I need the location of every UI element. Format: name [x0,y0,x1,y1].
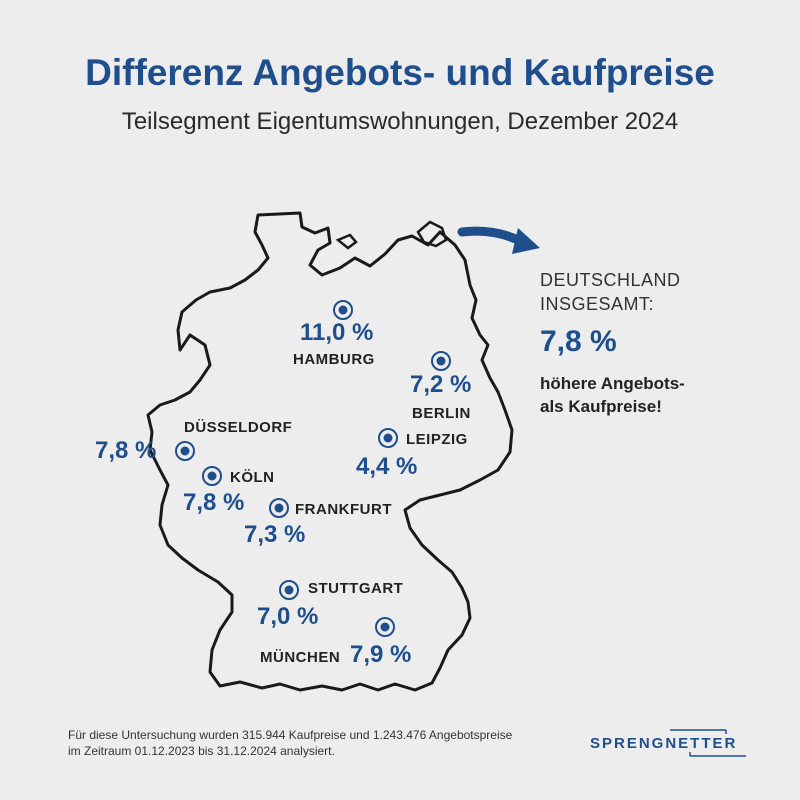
footnote-line2: im Zeitraum 01.12.2023 bis 31.12.2024 an… [68,744,335,758]
value-berlin: 7,2 % [410,371,471,398]
marker-leipzig[interactable] [378,428,398,448]
germany-outline [146,211,514,692]
summary-text-line2: als Kaufpreise! [540,397,662,416]
value-duesseldorf: 7,8 % [95,437,156,464]
label-hamburg: HAMBURG [293,351,375,368]
marker-muenchen[interactable] [375,617,395,637]
label-muenchen: MÜNCHEN [260,649,340,666]
value-leipzig: 4,4 % [356,453,417,480]
logo-text: SPRENGNETTER [590,735,738,752]
summary-text-line1: höhere Angebots- [540,374,685,393]
summary-label: DEUTSCHLAND INSGESAMT: [540,268,760,316]
summary-label-line2: INSGESAMT: [540,294,655,314]
value-stuttgart: 7,0 % [257,603,318,630]
ruegen-island [416,220,448,248]
value-muenchen: 7,9 % [350,641,411,668]
marker-berlin[interactable] [431,351,451,371]
label-duesseldorf: DÜSSELDORF [184,419,292,436]
label-stuttgart: STUTTGART [308,580,403,597]
marker-stuttgart[interactable] [279,580,299,600]
marker-duesseldorf[interactable] [175,441,195,461]
logo-frame-icon [670,729,746,757]
sprengnetter-logo[interactable]: SPRENGNETTER [590,728,750,758]
arrow-head-icon [512,228,540,254]
page-subtitle: Teilsegment Eigentumswohnungen, Dezember… [121,108,679,135]
marker-frankfurt[interactable] [269,498,289,518]
summary-label-line1: DEUTSCHLAND [540,270,681,290]
label-frankfurt: FRANKFURT [295,501,392,518]
summary-text: höhere Angebots- als Kaufpreise! [540,372,760,418]
label-berlin: BERLIN [412,405,471,422]
fehmarn-island [335,233,358,250]
footnote-line1: Für diese Untersuchung wurden 315.944 Ka… [68,728,513,742]
label-koeln: KÖLN [230,469,275,486]
summary-value: 7,8 % [540,325,617,358]
marker-koeln[interactable] [202,466,222,486]
marker-hamburg[interactable] [333,300,353,320]
value-frankfurt: 7,3 % [244,521,305,548]
page-title: Differenz Angebots- und Kaufpreise [85,52,715,93]
arrow-right-icon [457,226,527,247]
footnote: Für diese Untersuchung wurden 315.944 Ka… [68,727,568,759]
value-hamburg: 11,0 % [300,319,373,346]
label-leipzig: LEIPZIG [406,431,468,448]
value-koeln: 7,8 % [183,489,244,516]
